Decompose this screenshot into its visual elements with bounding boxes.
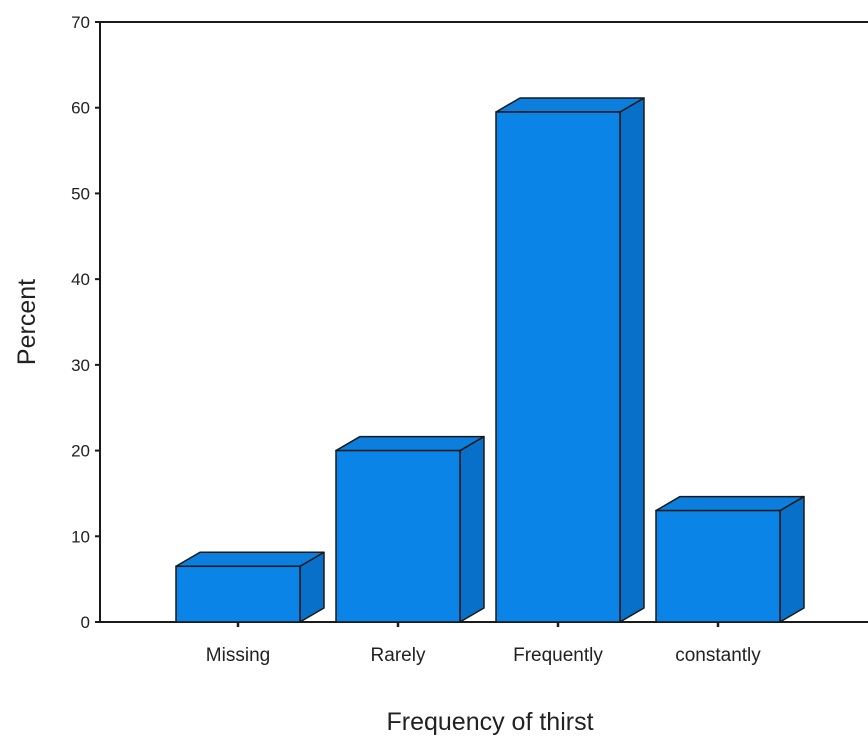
bar-top-face — [175, 551, 325, 568]
y-tick-label: 30 — [71, 356, 90, 375]
y-axis-title: Percent — [13, 279, 41, 365]
y-tick-label: 0 — [81, 613, 90, 632]
bar-front-face — [495, 111, 621, 623]
x-tick-label: constantly — [675, 645, 761, 666]
y-tick-label: 50 — [71, 184, 90, 203]
bar-top-face — [495, 97, 645, 113]
bar — [175, 551, 325, 623]
chart-axes: 0 10 20 30 40 50 60 70 Missing Rarely Frequently co… — [71, 13, 868, 666]
x-tick-label: Rarely — [371, 645, 426, 666]
bar — [335, 435, 485, 623]
bar — [655, 495, 805, 623]
bar-side-face — [619, 97, 645, 623]
y-tick-label: 60 — [71, 99, 90, 118]
bar-front-face — [335, 449, 461, 623]
x-tick-label: Frequently — [513, 645, 603, 666]
y-tick-label: 20 — [71, 442, 90, 461]
bar-top-face — [335, 435, 485, 452]
bar — [495, 97, 645, 623]
y-tick-label: 40 — [71, 270, 90, 289]
y-tick-label: 10 — [71, 527, 90, 546]
x-axis-title: Frequency of thirst — [386, 708, 593, 736]
bar-side-face — [779, 495, 805, 623]
x-tick-label: Missing — [206, 645, 270, 666]
bar-front-face — [655, 509, 781, 623]
bar-side-face — [459, 435, 485, 623]
bar-top-face — [655, 495, 805, 512]
chart-bars — [175, 97, 805, 623]
bar-front-face — [175, 565, 301, 623]
y-tick-label: 70 — [71, 13, 90, 32]
